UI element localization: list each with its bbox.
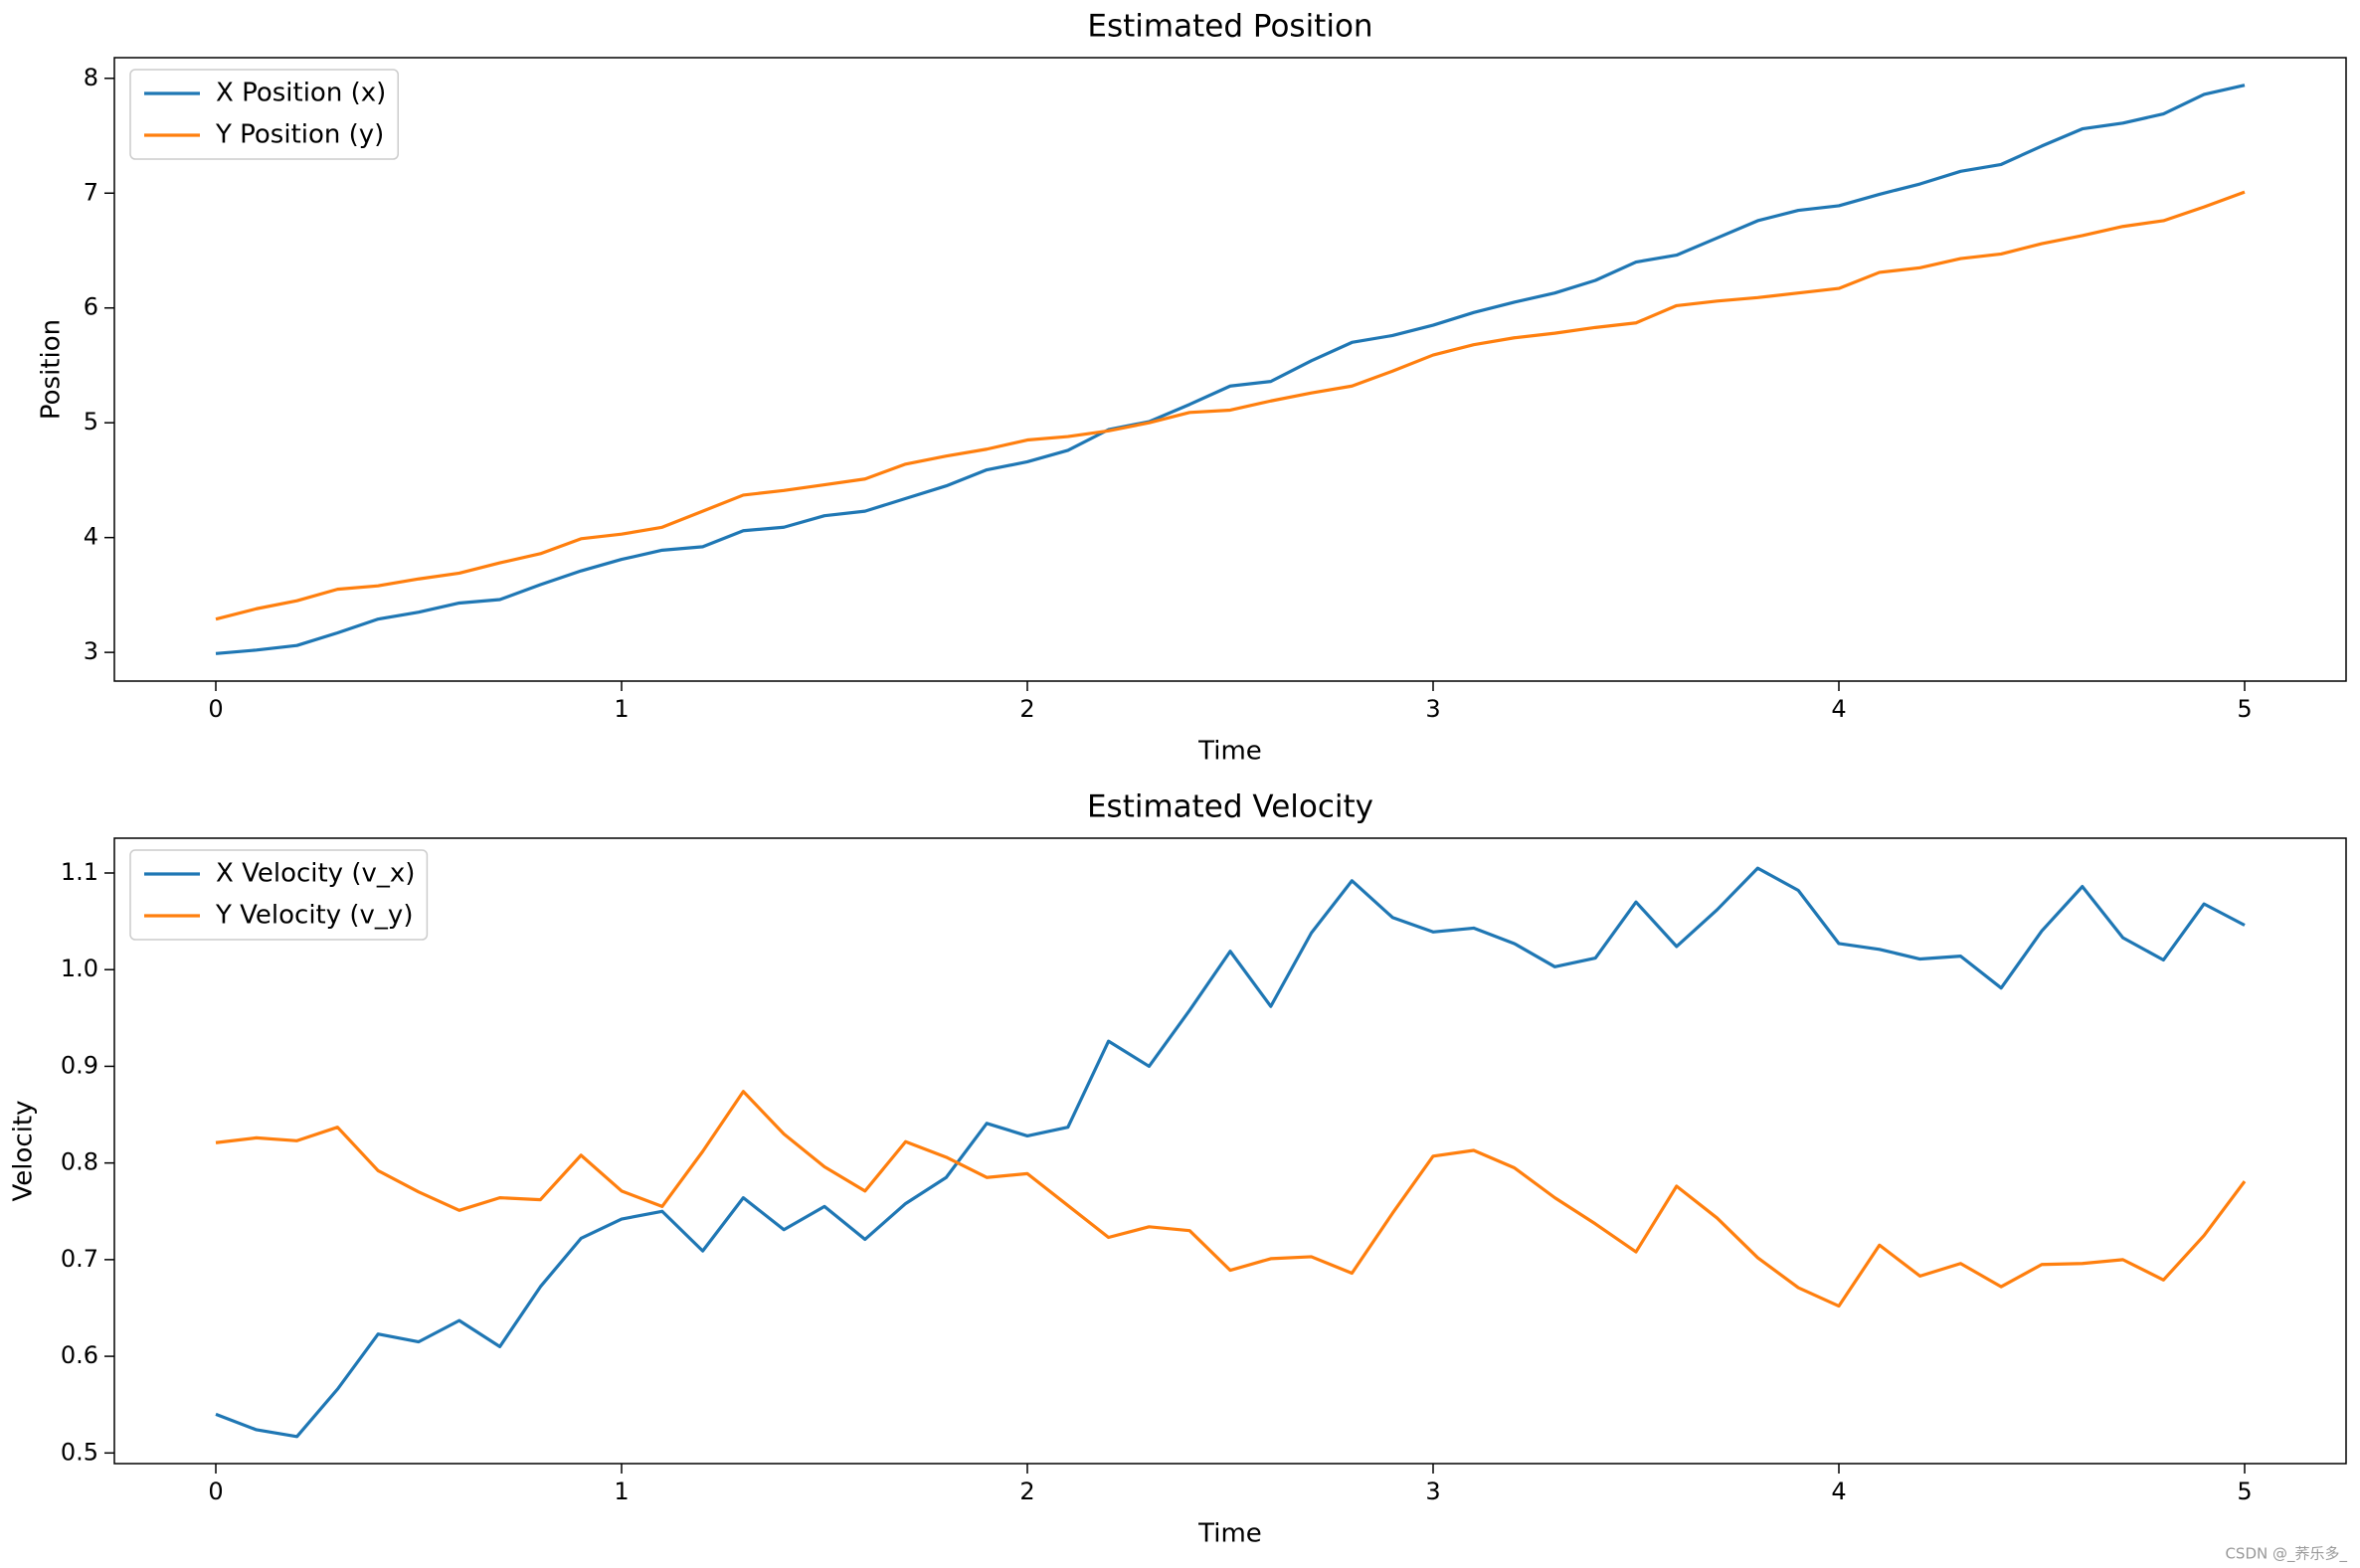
y-axis-label: Velocity xyxy=(9,1101,39,1202)
watermark: CSDN @_荞乐多_ xyxy=(2225,1545,2347,1564)
axes-frame xyxy=(113,837,2347,1465)
x-axis-label: Time xyxy=(1197,1519,1262,1549)
y-tick-label: 0.7 xyxy=(61,1245,98,1273)
y-tick-label: 0.6 xyxy=(61,1341,98,1369)
x-tick-label: 4 xyxy=(1831,695,1846,723)
legend-label: X Position (x) xyxy=(216,79,386,108)
y-tick-label: 1.1 xyxy=(61,858,98,886)
x-tick-label: 2 xyxy=(1019,1478,1034,1505)
data-line xyxy=(215,84,2246,655)
x-tick-label: 3 xyxy=(1425,695,1440,723)
data-line xyxy=(215,190,2246,621)
subplot: Estimated Velocity Time Velocity 0 1 2 3 4 5 0.5 0… xyxy=(9,789,2347,1549)
y-tick-label: 0.9 xyxy=(61,1051,98,1079)
y-tick-label: 5 xyxy=(84,408,98,436)
x-axis-label: Time xyxy=(1197,737,1262,767)
y-tick-label: 4 xyxy=(84,523,98,551)
chart-title: Estimated Velocity xyxy=(1087,789,1373,825)
x-tick-label: 0 xyxy=(208,1478,223,1505)
y-tick-label: 6 xyxy=(84,293,98,321)
legend-label: Y Position (y) xyxy=(215,120,384,150)
legend: X Position (x) Y Position (y) xyxy=(129,69,399,160)
legend-label: Y Velocity (v_y) xyxy=(215,901,413,931)
data-line xyxy=(215,1090,2247,1308)
x-tick-label: 2 xyxy=(1019,695,1034,723)
x-tick-label: 1 xyxy=(614,1478,629,1505)
y-tick-label: 7 xyxy=(84,178,98,206)
legend-box xyxy=(129,849,429,941)
legend-label: X Velocity (v_x) xyxy=(216,859,415,889)
y-tick-label: 1.0 xyxy=(61,955,98,982)
legend: X Velocity (v_x) Y Velocity (v_y) xyxy=(129,849,429,941)
x-tick-label: 0 xyxy=(208,695,223,723)
subplot: Estimated Position Time Position 0 1 2 3 4 5 3 4 5 6… xyxy=(37,9,2347,767)
x-tick-label: 5 xyxy=(2237,695,2252,723)
y-axis-label: Position xyxy=(37,319,67,420)
y-tick-label: 3 xyxy=(84,637,98,665)
axes-frame xyxy=(113,57,2347,682)
y-tick-label: 0.8 xyxy=(61,1148,98,1176)
y-tick-label: 8 xyxy=(84,64,98,91)
x-tick-label: 1 xyxy=(614,695,629,723)
x-tick-label: 4 xyxy=(1831,1478,1846,1505)
y-tick-label: 0.5 xyxy=(61,1438,98,1466)
chart-title: Estimated Position xyxy=(1087,9,1372,45)
data-line xyxy=(215,866,2246,1439)
x-tick-label: 5 xyxy=(2237,1478,2252,1505)
x-tick-label: 3 xyxy=(1425,1478,1440,1505)
